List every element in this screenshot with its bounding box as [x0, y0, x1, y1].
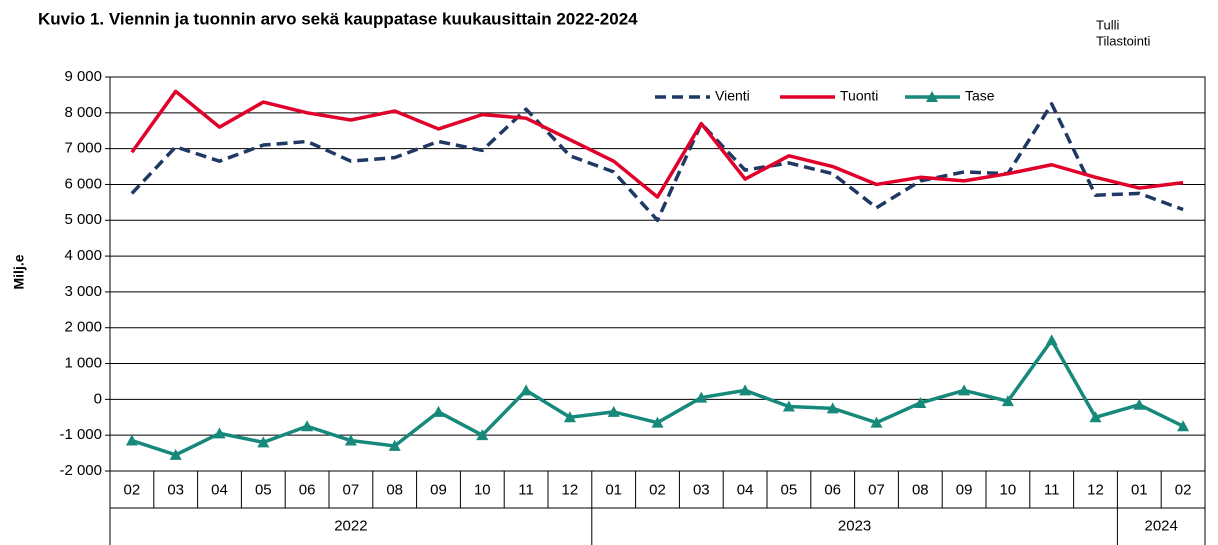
x-tick-label: 07: [868, 481, 885, 498]
x-tick-label: 06: [824, 481, 841, 498]
marker: [607, 405, 620, 417]
x-tick-label: 05: [255, 481, 272, 498]
marker: [782, 400, 795, 412]
line-series: [130, 89, 1184, 199]
y-tick-label: 4 000: [64, 247, 102, 264]
marker: [1001, 395, 1014, 407]
marker: [169, 448, 182, 460]
x-tick-label: 02: [1175, 481, 1192, 498]
x-tick-label: 12: [1087, 481, 1104, 498]
y-tick-label: -2 000: [59, 462, 102, 479]
legend-label: Tuonti: [840, 88, 878, 104]
marker: [1045, 334, 1058, 346]
x-tick-label: 01: [1131, 481, 1148, 498]
y-tick-label: 0: [94, 390, 102, 407]
x-tick-label: 03: [693, 481, 710, 498]
marker: [388, 439, 401, 451]
marker: [1089, 411, 1102, 423]
plot-border: [109, 76, 1206, 472]
x-tick-label: 11: [1044, 481, 1060, 498]
x-tick-label: 12: [562, 481, 579, 498]
x-tick-label: 10: [474, 481, 491, 498]
marker: [1133, 398, 1146, 410]
marker: [958, 384, 971, 396]
marker: [301, 420, 314, 432]
marker: [914, 396, 927, 408]
marker: [213, 427, 226, 439]
x-tick-label: 03: [167, 481, 184, 498]
source: Tulli: [1096, 17, 1119, 32]
y-tick-label: 7 000: [64, 140, 102, 157]
x-tick-label: 01: [605, 481, 622, 498]
marker: [344, 434, 357, 446]
marker: [695, 391, 708, 403]
y-axis-label: Milj.e: [11, 254, 27, 289]
legend-marker: [926, 91, 938, 102]
marker: [257, 436, 270, 448]
marker: [870, 416, 883, 428]
marker: [651, 416, 664, 428]
marker: [125, 434, 138, 446]
marker: [739, 384, 752, 396]
group-label: 2022: [334, 517, 367, 534]
y-tick-label: 6 000: [64, 175, 102, 192]
x-tick-label: 11: [518, 481, 534, 498]
y-tick-label: 8 000: [64, 104, 102, 121]
marker: [1177, 420, 1190, 432]
line-series: [131, 338, 1184, 457]
source: Tilastointi: [1096, 33, 1151, 48]
y-tick-label: 3 000: [64, 283, 102, 300]
x-tick-label: 08: [912, 481, 929, 498]
x-tick-label: 08: [386, 481, 403, 498]
y-tick-label: 9 000: [64, 68, 102, 85]
x-tick-label: 04: [737, 481, 754, 498]
x-tick-label: 02: [124, 481, 141, 498]
group-label: 2024: [1145, 517, 1178, 534]
marker: [432, 405, 445, 417]
x-tick-label: 09: [430, 481, 447, 498]
y-tick-label: 5 000: [64, 211, 102, 228]
x-tick-label: 07: [343, 481, 360, 498]
marker: [826, 402, 839, 414]
x-tick-label: 06: [299, 481, 316, 498]
chart-title: Kuvio 1. Viennin ja tuonnin arvo sekä ka…: [38, 9, 638, 28]
y-tick-label: 1 000: [64, 355, 102, 372]
x-tick-label: 05: [781, 481, 798, 498]
legend-label: Tase: [965, 88, 995, 104]
marker: [563, 411, 576, 423]
group-label: 2023: [838, 517, 871, 534]
x-tick-label: 02: [649, 481, 666, 498]
legend-label: Vienti: [715, 88, 750, 104]
marker: [520, 384, 533, 396]
y-tick-label: 2 000: [64, 319, 102, 336]
x-tick-label: 09: [956, 481, 973, 498]
marker: [476, 429, 489, 441]
x-tick-label: 10: [1000, 481, 1017, 498]
line-series: [130, 102, 1184, 223]
x-tick-label: 04: [211, 481, 228, 498]
y-tick-label: -1 000: [59, 426, 102, 443]
